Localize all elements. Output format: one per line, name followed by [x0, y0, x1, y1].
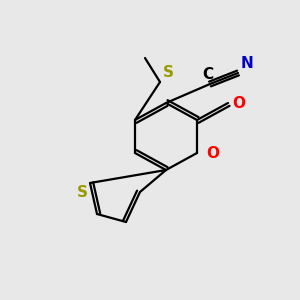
Text: N: N — [241, 56, 254, 71]
Text: C: C — [202, 67, 214, 82]
Text: O: O — [232, 95, 245, 110]
Text: S: S — [77, 185, 88, 200]
Text: O: O — [206, 146, 219, 160]
Text: S: S — [163, 65, 174, 80]
